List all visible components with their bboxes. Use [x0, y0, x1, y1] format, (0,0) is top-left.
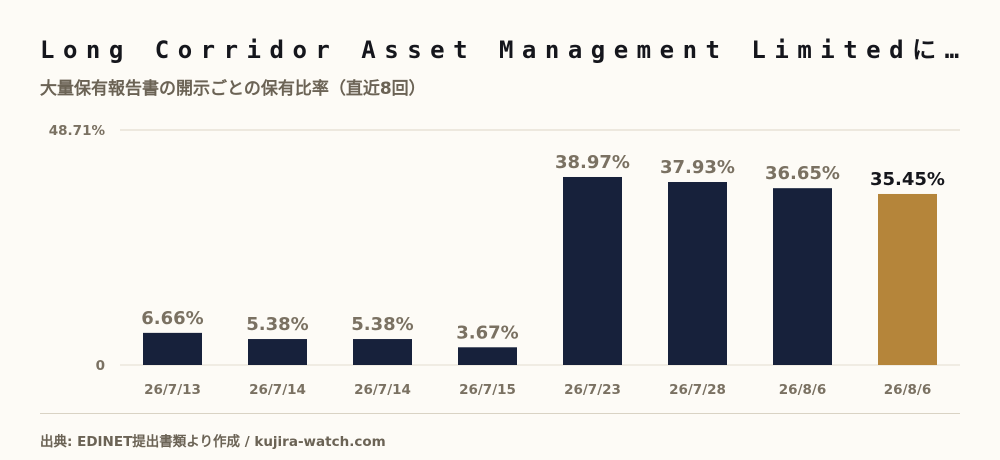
chart-subtitle: 大量保有報告書の開示ごとの保有比率（直近8回）	[40, 79, 426, 99]
data-label-3: 5.38%	[351, 314, 413, 335]
x-tick-label-4: 26/7/15	[459, 382, 516, 398]
bar-6	[668, 182, 727, 365]
data-label-1: 6.66%	[141, 308, 203, 329]
bar-7	[773, 188, 832, 365]
bar-4	[458, 347, 517, 365]
x-tick-label-8: 26/8/6	[884, 382, 931, 398]
footer-divider	[40, 413, 960, 414]
data-label-8: 35.45%	[870, 169, 945, 190]
bar-1	[143, 332, 202, 365]
x-tick-label-7: 26/8/6	[779, 382, 826, 398]
bar-2	[248, 339, 307, 365]
x-tick-label-1: 26/7/13	[144, 382, 201, 398]
x-tick-label-2: 26/7/14	[249, 382, 306, 398]
x-tick-label-3: 26/7/14	[354, 382, 411, 398]
bar-8	[878, 193, 937, 365]
y-tick-label-max: 48.71%	[49, 123, 106, 139]
data-label-2: 5.38%	[246, 314, 308, 335]
data-label-7: 36.65%	[765, 163, 840, 184]
source-note: 出典: EDINET提出書類より作成 / kujira-watch.com	[40, 434, 386, 450]
bar-3	[353, 339, 412, 365]
x-tick-label-5: 26/7/23	[564, 382, 621, 398]
x-tick-label-6: 26/7/28	[669, 382, 726, 398]
y-tick-label-zero: 0	[96, 358, 105, 374]
data-label-6: 37.93%	[660, 157, 735, 178]
data-label-5: 38.97%	[555, 152, 630, 173]
bar-5	[563, 176, 622, 365]
data-label-4: 3.67%	[456, 322, 518, 343]
